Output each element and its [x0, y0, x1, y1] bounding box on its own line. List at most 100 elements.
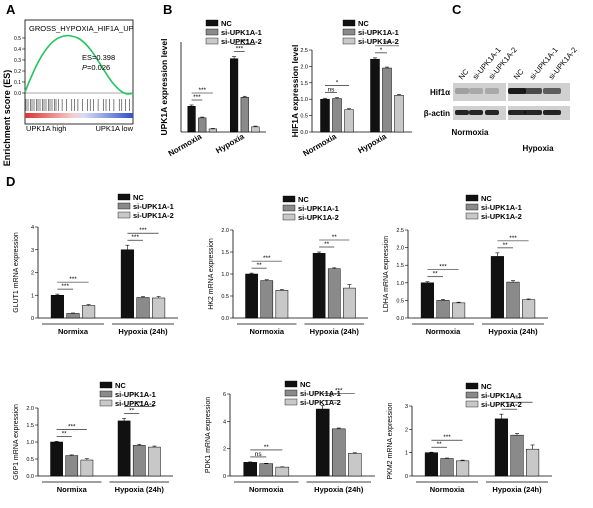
signif-label: *** [335, 388, 343, 395]
y-tick-label: 2.0 [396, 246, 404, 252]
actin-band [469, 110, 483, 115]
bar [65, 455, 79, 477]
actin-band [508, 110, 526, 115]
signif-label: *** [135, 401, 143, 408]
bar [259, 463, 274, 477]
y-tick-label: 0 [223, 474, 226, 480]
legend-label: si-UPK1A-2 [133, 211, 174, 220]
y-tick-label: 3 [31, 248, 34, 254]
signif-label: *** [198, 87, 206, 94]
western-blot: NC si-UPK1A-1si-UPK1A-2NC si-UPK1A-1si-UPK… [424, 45, 579, 153]
bar [66, 313, 80, 319]
bar [136, 297, 150, 319]
y-tick-label: 1 [31, 293, 34, 299]
bar [315, 408, 330, 477]
gsea-tick-label: 0.5 [14, 36, 21, 42]
category-label: Normixa [57, 485, 88, 494]
legend-label: NC [481, 382, 492, 391]
western-bands [455, 88, 561, 115]
legend-label: si-UPK1A-1 [298, 204, 339, 213]
legend-label: NC [298, 195, 309, 204]
legend-label: NC [115, 381, 126, 390]
legend-label: si-UPK1A-1 [115, 390, 156, 399]
y-tick-label: 2 [223, 447, 226, 453]
category-label: Normoxia [430, 485, 465, 494]
y-tick-label: 0.0 [26, 474, 34, 480]
signif-label: ** [129, 408, 135, 415]
gsea-p-label: P [82, 63, 87, 72]
western-lane-label: NC [457, 67, 471, 82]
category-label: Normoxia [426, 327, 461, 336]
category-label: Normoxia [167, 132, 204, 159]
y-tick-label: 2.5 [300, 48, 308, 54]
signif-label: ** [437, 441, 443, 448]
bar [243, 462, 257, 477]
signif-label: *** [68, 423, 76, 430]
legend-label: si-UPK1A-2 [221, 37, 262, 46]
category-label: Hypoxia (24h) [492, 485, 542, 494]
gsea-tick-label: 0.3 [14, 58, 21, 64]
category-label: Normixa [58, 327, 89, 336]
y-axis-label: GLUT1 mRNA expression [13, 232, 20, 313]
bar [82, 305, 96, 319]
gsea-frame [24, 19, 134, 125]
signif-label: ** [503, 242, 509, 249]
bar [80, 459, 94, 477]
bar [343, 287, 356, 319]
gsea-tick-label: 0.4 [14, 47, 21, 53]
western-lane-labels: NC si-UPK1A-1si-UPK1A-2NC si-UPK1A-1si-UPK… [457, 45, 579, 81]
legend-swatch [342, 19, 356, 27]
legend-label: si-UPK1A-1 [133, 202, 174, 211]
signif-label: *** [439, 264, 447, 271]
signif-label: *** [513, 396, 521, 403]
legend-swatch [465, 194, 479, 202]
gsea-es-curve [24, 34, 134, 95]
signif-label: *** [383, 40, 391, 47]
bar [208, 128, 217, 133]
y-tick-label: 2 [31, 271, 34, 277]
legend-swatch [117, 211, 131, 219]
gsea-right-label: UPK1A low [95, 124, 133, 133]
chart-b1: UPK1A expression level ************Normox… [159, 19, 266, 158]
legend-label: si-UPK1A-1 [221, 28, 262, 37]
western-group-normoxia: Normoxia [452, 128, 489, 137]
y-tick-label: 1.5 [26, 423, 34, 429]
gsea-tick-label: 0.1 [14, 80, 21, 86]
chart-d3: 0.0 0.5 1.0 1.5 2.0 2.5 LDHA mRNA expression **… [383, 194, 548, 336]
bar [50, 441, 63, 477]
legend-label: si-UPK1A-2 [481, 212, 522, 221]
y-tick-label: 1.0 [221, 272, 229, 278]
gsea-enrichment-plot: Enrichment score (ES) GROSS_HYPOXIA_HIF1… [2, 19, 134, 167]
bar [370, 58, 380, 133]
signif-label: *** [509, 235, 517, 242]
legend-label: si-UPK1A-2 [358, 37, 399, 46]
bar [230, 58, 239, 133]
gsea-tick-label: 0.2 [14, 69, 21, 75]
y-tick-label: 1.0 [26, 440, 34, 446]
legend-label: NC [133, 193, 144, 202]
signif-label: *** [131, 234, 139, 241]
bar [510, 434, 524, 477]
bar [187, 106, 196, 133]
bar [132, 445, 146, 477]
y-axis-label: UPK1A expression level [159, 38, 169, 135]
gsea-ylabel: Enrichment score (ES) [2, 70, 12, 167]
legend-swatch [117, 202, 131, 210]
bar [424, 452, 438, 477]
panel-letter-a: A [6, 2, 16, 17]
y-tick-label: 4 [223, 419, 226, 425]
legend-label: si-UPK1A-2 [481, 400, 522, 409]
y-axis-label: LDHA mRNA expression [383, 236, 390, 312]
panel-letter-c: C [452, 2, 462, 17]
y-tick-label: 1.5 [396, 263, 404, 269]
bar [344, 109, 354, 133]
legend-swatch [205, 37, 219, 45]
legend-swatch [284, 389, 298, 397]
bar [312, 253, 326, 319]
hif1a-band [485, 88, 499, 94]
gsea-es-text: ES=0.398 [82, 53, 115, 62]
bar [198, 117, 207, 133]
